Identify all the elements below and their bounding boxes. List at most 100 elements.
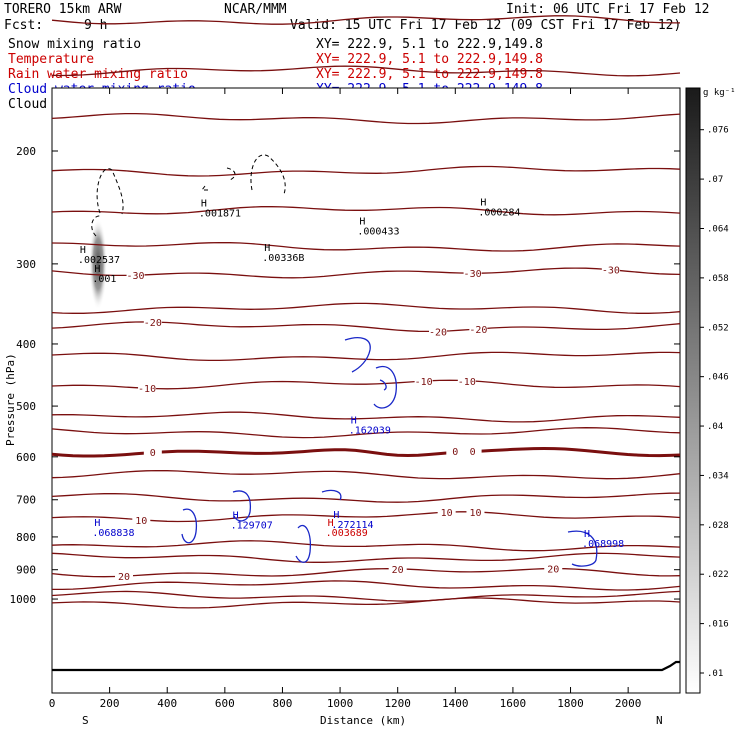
temperature-label-bg — [457, 374, 476, 386]
temperature-contour-label: -30 — [602, 265, 620, 276]
field-xy: XY= 222.9, 5.1 to 222.9,149.8 — [316, 37, 543, 52]
temperature-label-bg — [601, 263, 620, 275]
temperature-contour-line — [51, 511, 681, 523]
y-tick-label: 400 — [16, 338, 36, 351]
maximum-value-label: .162039 — [349, 426, 391, 437]
temperature-contour-line — [51, 469, 681, 480]
maximum-value-label: .002537 — [78, 255, 120, 266]
cloud-water-contour — [232, 490, 252, 522]
temperature-contour-label: 0 — [452, 447, 458, 458]
maximum-value-label: .001 — [92, 274, 116, 285]
maximum-marker: H — [328, 518, 334, 529]
cloud-water-contour — [181, 508, 198, 544]
header: TORERO 15km ARW NCAR/MMM Init: 06 UTC Fr… — [4, 2, 710, 33]
maximum-value-label: .000284 — [478, 207, 520, 218]
right-endpoint-label: N — [656, 714, 663, 727]
x-tick-label: 0 — [49, 697, 56, 710]
temperature-contour-line — [51, 597, 681, 609]
colorbar-tick-label: .052 — [707, 323, 729, 333]
temperature-contour-line — [51, 302, 681, 314]
colorbar-tick-label: .076 — [707, 126, 729, 136]
y-tick-label: 900 — [16, 564, 36, 577]
colorbar: .01 .016 .022 .028 .034 .04 .046 .052 .058 .064 .0… — [685, 87, 736, 694]
temperature-contour-line — [51, 492, 681, 503]
init-time: Init: 06 UTC Fri 17 Feb 12 — [506, 2, 710, 17]
colorbar-tick-label: .064 — [707, 224, 729, 234]
temperature-contour-label: -10 — [415, 377, 433, 388]
cloud-water-contour — [379, 379, 387, 391]
x-tick-label: 2000 — [615, 697, 642, 710]
x-tick-label: 800 — [273, 697, 293, 710]
cloud-water-contours — [181, 337, 598, 567]
temperature-label-bg — [132, 514, 151, 526]
temperature-contour-line — [51, 552, 681, 563]
temperature-contour-line — [52, 580, 681, 591]
fcst-value: 9 h — [84, 18, 107, 33]
cloud-ice-contour — [226, 167, 236, 181]
maximum-marker: H — [333, 510, 339, 521]
model-title: TORERO 15km ARW — [4, 2, 122, 17]
cloud-ice-contour — [96, 168, 124, 215]
maximum-value-label: .068998 — [582, 539, 624, 550]
temperature-contour-line — [51, 65, 681, 77]
temperature-contour-line — [51, 112, 681, 125]
maximum-value-label: .003689 — [326, 528, 368, 539]
maximum-marker: H — [351, 416, 357, 427]
maximum-value-label: .00336B — [262, 253, 304, 264]
temperature-contour-label: 20 — [392, 565, 404, 576]
colorbar-unit: g kg⁻¹ — [703, 88, 736, 98]
temperature-label-bg — [463, 267, 482, 279]
x-tick-label: 1400 — [442, 697, 469, 710]
cloud-water-contour — [373, 365, 397, 409]
temperature-label-bg — [143, 316, 162, 328]
colorbar-tick-label: .034 — [707, 471, 729, 481]
cloud-water-contour — [321, 489, 342, 501]
maximum-marker: H — [80, 245, 86, 256]
field-xy: XY= 222.9, 5.1 to 222.9,149.8 — [316, 52, 543, 67]
temperature-contour-line — [51, 165, 681, 177]
colorbar-tick-label: .07 — [707, 175, 723, 185]
maximum-marker: H — [233, 510, 239, 521]
field-name: Rain water mixing ratio — [8, 67, 188, 82]
temperature-label-bg — [126, 269, 145, 281]
temperature-contour-label: 0 — [470, 447, 476, 458]
maximum-value-label: .129707 — [231, 520, 273, 531]
field-xy: XY= 222.9, 5.1 to 222.9,149.8 — [316, 67, 543, 82]
y-tick-label: 300 — [16, 258, 36, 271]
temperature-label-bg — [138, 382, 157, 394]
temperature-contour-line — [51, 379, 681, 390]
x-tick-label: 400 — [157, 697, 177, 710]
temperature-contours: -30 -30 -30 -20 -20 -20 -10 -10 -10 0 0 0 10 10 10 20 20… — [51, 15, 681, 609]
cloud-water-contour — [567, 530, 598, 567]
temperature-label-bg — [388, 562, 407, 574]
terrain-line — [52, 660, 680, 672]
field-name: Snow mixing ratio — [8, 37, 141, 52]
x-tick-label: 1800 — [557, 697, 584, 710]
x-axis: 0 200 400 600 800 1000 1200 1400 1600 1800 2000 — [49, 88, 642, 710]
y-tick-label: 800 — [16, 531, 36, 544]
maximum-marker: H — [94, 264, 100, 275]
fcst-label: Fcst: — [4, 18, 43, 33]
cloud-water-contour — [344, 337, 371, 373]
maxima-labels: H.002537H.001H.001871H.00336BH.000433H.0… — [78, 197, 624, 549]
y-tick-label: 200 — [16, 145, 36, 158]
temperature-label-bg — [437, 506, 456, 518]
temperature-contour-line — [51, 267, 681, 279]
temperature-contour-label: 10 — [135, 516, 147, 527]
cloud-water-contour — [295, 524, 311, 563]
temperature-contour-label: 10 — [441, 508, 453, 519]
colorbar-tick-label: .016 — [707, 620, 729, 630]
temperature-label-bg — [544, 562, 563, 574]
y-axis-label: Pressure (hPa) — [4, 353, 17, 446]
maximum-marker: H — [584, 529, 590, 540]
y-tick-label: 500 — [16, 400, 36, 413]
temperature-label-bg — [463, 444, 482, 456]
colorbar-tick-label: .058 — [707, 274, 729, 284]
colorbar-tick-label: .04 — [707, 422, 723, 432]
colorbar-fill — [685, 87, 701, 694]
maximum-marker: H — [264, 243, 270, 254]
y-tick-label: 700 — [16, 494, 36, 507]
colorbar-tick-label: .028 — [707, 521, 729, 531]
